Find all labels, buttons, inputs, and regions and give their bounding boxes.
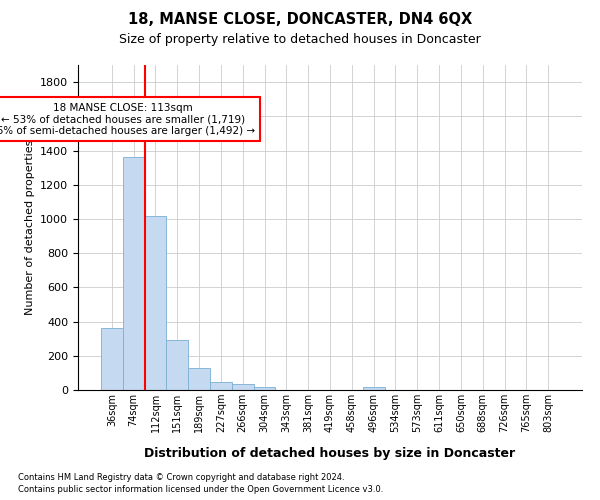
Text: 18, MANSE CLOSE, DONCASTER, DN4 6QX: 18, MANSE CLOSE, DONCASTER, DN4 6QX — [128, 12, 472, 28]
Y-axis label: Number of detached properties: Number of detached properties — [25, 140, 35, 315]
Bar — [254, 386, 275, 390]
Text: Contains public sector information licensed under the Open Government Licence v3: Contains public sector information licen… — [18, 485, 383, 494]
Bar — [363, 386, 385, 390]
Text: Size of property relative to detached houses in Doncaster: Size of property relative to detached ho… — [119, 32, 481, 46]
Bar — [101, 328, 123, 390]
Bar — [166, 340, 188, 390]
Bar — [123, 158, 145, 390]
Bar — [145, 216, 166, 390]
Text: Contains HM Land Registry data © Crown copyright and database right 2024.: Contains HM Land Registry data © Crown c… — [18, 472, 344, 482]
Text: 18 MANSE CLOSE: 113sqm
← 53% of detached houses are smaller (1,719)
46% of semi-: 18 MANSE CLOSE: 113sqm ← 53% of detached… — [0, 102, 255, 136]
Text: Distribution of detached houses by size in Doncaster: Distribution of detached houses by size … — [145, 448, 515, 460]
Bar — [188, 368, 210, 390]
Bar — [210, 382, 232, 390]
Bar — [232, 384, 254, 390]
